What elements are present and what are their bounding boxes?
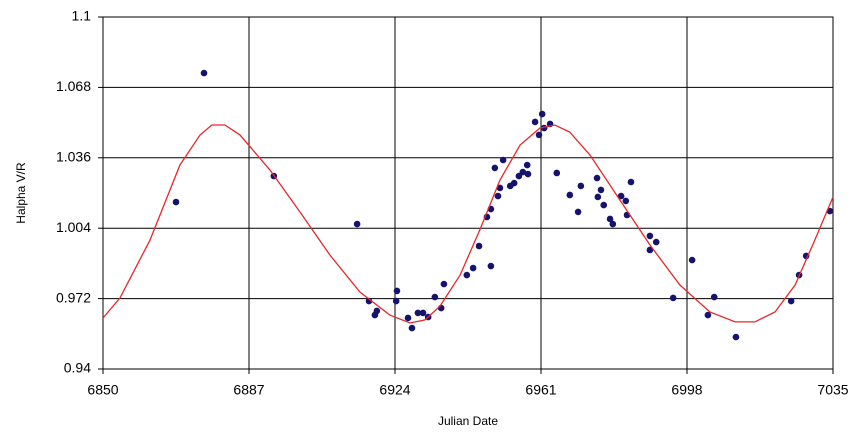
- y-tick-label: 1.036: [56, 149, 91, 165]
- data-point: [414, 309, 422, 317]
- data-point: [408, 324, 416, 332]
- data-point: [609, 220, 617, 228]
- fit-line: [102, 124, 834, 324]
- data-point: [519, 168, 527, 176]
- data-point: [732, 333, 740, 341]
- data-point: [606, 215, 614, 223]
- data-point: [538, 110, 546, 118]
- y-axis-title: Halpha V/R: [14, 162, 28, 224]
- data-point: [553, 169, 561, 177]
- data-point: [566, 191, 574, 199]
- data-point: [669, 294, 677, 302]
- plot-border: [102, 16, 834, 370]
- data-point: [431, 293, 439, 301]
- data-point: [523, 161, 531, 169]
- data-point: [600, 201, 608, 209]
- x-tick-label: 6924: [379, 382, 410, 398]
- data-point: [393, 287, 401, 295]
- y-tick-label: 1.068: [56, 78, 91, 94]
- data-point: [437, 304, 445, 312]
- data-point: [353, 220, 361, 228]
- y-tick-label: 0.972: [56, 289, 91, 305]
- data-point: [646, 246, 654, 254]
- data-point: [710, 293, 718, 301]
- data-point: [577, 182, 585, 190]
- data-point: [622, 197, 630, 205]
- y-tick-label: 0.94: [64, 360, 91, 376]
- data-point: [487, 262, 495, 270]
- data-point: [419, 309, 427, 317]
- data-point: [787, 297, 795, 305]
- data-point: [574, 208, 582, 216]
- data-point: [646, 232, 654, 240]
- data-point: [627, 178, 635, 186]
- data-point: [617, 192, 625, 200]
- data-point: [463, 271, 471, 279]
- data-point: [469, 264, 477, 272]
- x-tick-label: 7035: [817, 382, 848, 398]
- data-point: [597, 186, 605, 194]
- data-point: [652, 238, 660, 246]
- data-point: [688, 256, 696, 264]
- x-tick-label: 6961: [525, 382, 556, 398]
- data-point: [531, 118, 539, 126]
- data-point: [373, 307, 381, 315]
- x-axis-title: Julian Date: [438, 414, 498, 428]
- data-point: [496, 184, 504, 192]
- data-point: [440, 280, 448, 288]
- data-point: [365, 297, 373, 305]
- data-point: [593, 174, 601, 182]
- data-point: [392, 297, 400, 305]
- data-point: [200, 69, 208, 77]
- data-point: [594, 193, 602, 201]
- data-point: [172, 198, 180, 206]
- y-tick-label: 1.004: [56, 219, 91, 235]
- data-point: [404, 314, 412, 322]
- data-point: [499, 156, 507, 164]
- data-point: [704, 311, 712, 319]
- x-tick-label: 6850: [87, 382, 118, 398]
- data-point: [494, 192, 502, 200]
- x-tick-label: 6998: [671, 382, 702, 398]
- data-point: [524, 170, 532, 178]
- data-point: [510, 179, 518, 187]
- data-point: [535, 131, 543, 139]
- x-tick-label: 6887: [233, 382, 264, 398]
- data-point: [475, 242, 483, 250]
- data-point: [491, 164, 499, 172]
- y-tick-label: 1.1: [72, 8, 92, 24]
